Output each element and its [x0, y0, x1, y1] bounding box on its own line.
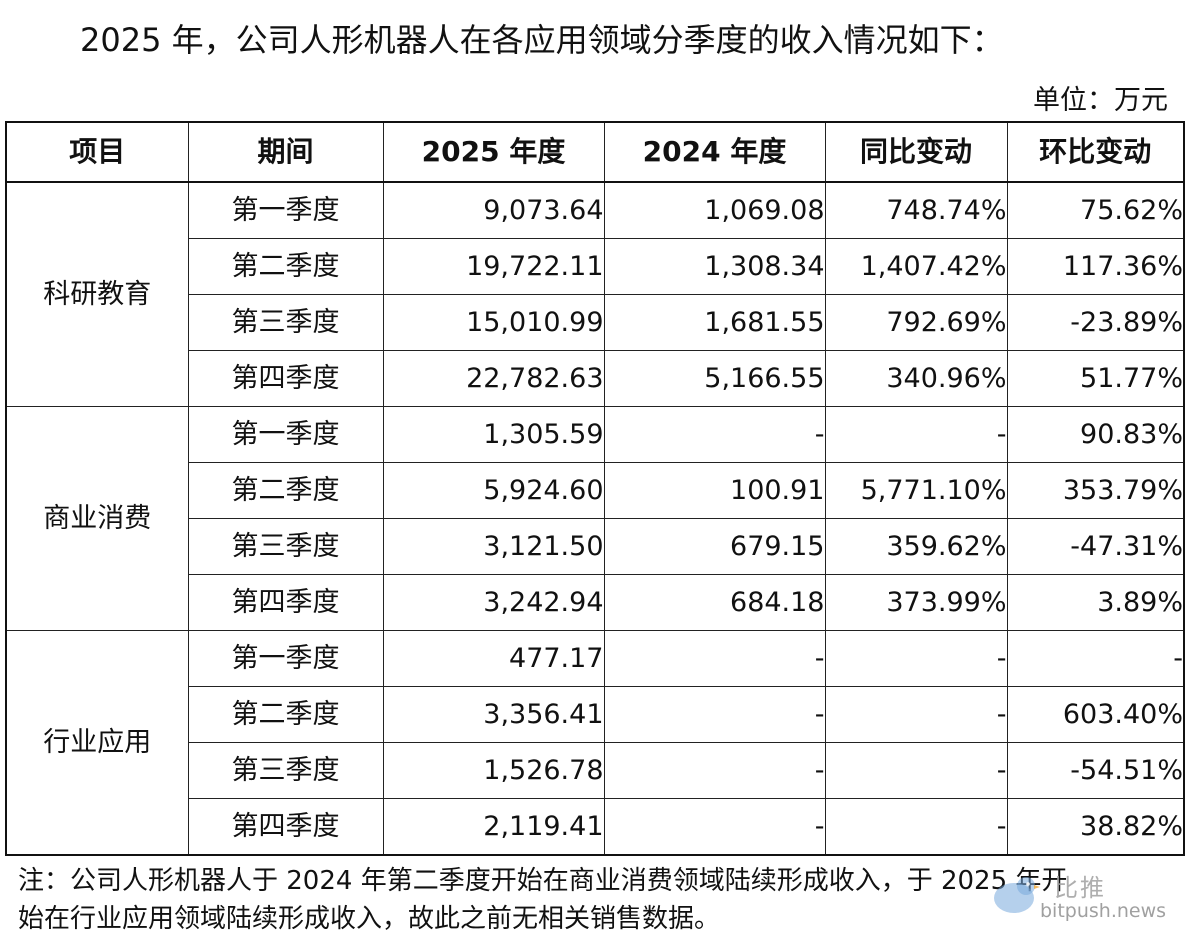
revenue-2024-cell: - — [603, 686, 826, 743]
period-cell: 第二季度 — [187, 462, 384, 519]
table-row: 第四季度 3,242.94 684.18 373.99% 3.89% — [6, 574, 1185, 631]
table-row: 商业消费 第一季度 1,305.59- -90.83% — [5, 406, 1185, 631]
qoq-change-cell: 75.62% — [1006, 181, 1185, 239]
revenue-2025-cell: 15,010.99 — [382, 294, 605, 351]
revenue-2025-cell: 19,722.11 — [382, 238, 605, 295]
period-cell: 第四季度 — [187, 574, 384, 631]
table-row: 第四季度 22,782.63 5,166.55 340.96% 51.77% — [6, 350, 1185, 407]
revenue-2024-cell: 679.15 — [603, 518, 826, 575]
table-row: 第二季度 3,356.41- -603.40% — [6, 686, 1185, 743]
table-row: 第三季度 1,526.78- - -54.51% — [6, 742, 1185, 799]
table-row: 第三季度 3,121.50 679.15 359.62% -47.31% — [6, 518, 1185, 575]
footnote-line-2: 始在行业应用领域陆续形成收入，故此之前无相关销售数据。 — [18, 904, 721, 934]
table-body: 科研教育 第一季度 9,073.64 1,069.08 748.74% 75.62% 第二季… — [5, 181, 1185, 856]
category-cell: 商业消费 — [5, 406, 189, 631]
period-cell: 第二季度 — [187, 238, 384, 295]
footnote: 注：公司人形机器人于 2024 年第二季度开始在商业消费领域陆续形成收入，于 2… — [18, 862, 1178, 938]
yoy-change-cell: 340.96% — [824, 350, 1008, 407]
yoy-change-cell: 748.74% — [824, 181, 1008, 239]
table-row: 科研教育 第一季度 9,073.64 1,069.08 748.74% 75.62% — [5, 181, 1185, 407]
revenue-2024-cell: 1,681.55 — [603, 294, 826, 351]
period-cell: 第三季度 — [187, 742, 384, 799]
revenue-2025-cell: 22,782.63 — [382, 350, 605, 407]
revenue-2025-cell: 3,121.50 — [382, 518, 605, 575]
yoy-change-cell: - — [824, 686, 1008, 743]
period-cell: 第一季度 — [187, 630, 384, 687]
watermark-brand: 比推 — [1054, 874, 1106, 902]
column-header-period: 期间 — [187, 121, 384, 183]
yoy-change-cell: - — [824, 406, 1008, 463]
revenue-2024-cell: - — [603, 406, 826, 463]
yoy-change-cell: 373.99% — [824, 574, 1008, 631]
revenue-2025-cell: 2,119.41 — [382, 798, 605, 856]
revenue-table: 项目 期间 2025 年度 2024 年度 同比变动 环比变动 科研教育 第一季度… — [5, 121, 1185, 856]
period-cell: 第一季度 — [187, 181, 384, 239]
period-cell: 第二季度 — [187, 686, 384, 743]
revenue-2024-cell: 5,166.55 — [603, 350, 826, 407]
qoq-change-cell: 90.83% — [1006, 406, 1185, 463]
yoy-change-cell: - — [824, 630, 1008, 687]
period-cell: 第四季度 — [187, 350, 384, 407]
yoy-change-cell: 792.69% — [824, 294, 1008, 351]
table-row: 第二季度 5,924.60 100.91 5,771.10% 353.79% — [6, 462, 1185, 519]
yoy-change-cell: 1,407.42% — [824, 238, 1008, 295]
qoq-change-cell: 51.77% — [1006, 350, 1185, 407]
document-heading: 2025 年，公司人形机器人在各应用领域分季度的收入情况如下： — [80, 21, 1004, 59]
revenue-2024-cell: - — [603, 630, 826, 687]
qoq-change-cell: 38.82% — [1006, 798, 1185, 856]
column-header-qoq: 环比变动 — [1006, 121, 1185, 183]
qoq-change-cell: -54.51% — [1006, 742, 1185, 799]
yoy-change-cell: - — [824, 742, 1008, 799]
column-header-item: 项目 — [5, 121, 189, 183]
table-row: 第三季度 15,010.99 1,681.55 792.69% -23.89% — [6, 294, 1185, 351]
yoy-change-cell: - — [824, 798, 1008, 856]
footnote-line-1: 注：公司人形机器人于 2024 年第二季度开始在商业消费领域陆续形成收入，于 2… — [18, 866, 1068, 896]
qoq-change-cell: -23.89% — [1006, 294, 1185, 351]
qoq-change-cell: 353.79% — [1006, 462, 1185, 519]
revenue-2024-cell: 1,069.08 — [603, 181, 826, 239]
revenue-2024-cell: - — [603, 798, 826, 856]
revenue-2025-cell: 9,073.64 — [382, 181, 605, 239]
yoy-change-cell: 5,771.10% — [824, 462, 1008, 519]
qoq-change-cell: -47.31% — [1006, 518, 1185, 575]
period-cell: 第三季度 — [187, 518, 384, 575]
revenue-2024-cell: 684.18 — [603, 574, 826, 631]
category-cell: 行业应用 — [5, 630, 189, 856]
table-row: 行业应用 第一季度 477.17- - - — [5, 630, 1185, 856]
table-row: 第四季度 2,119.41- -38.82% — [6, 798, 1185, 856]
revenue-2025-cell: 477.17 — [382, 630, 605, 687]
period-cell: 第一季度 — [187, 406, 384, 463]
revenue-2025-cell: 3,356.41 — [382, 686, 605, 743]
category-cell: 科研教育 — [5, 181, 189, 407]
revenue-2024-cell: 100.91 — [603, 462, 826, 519]
qoq-change-cell: 3.89% — [1006, 574, 1185, 631]
revenue-2025-cell: 3,242.94 — [382, 574, 605, 631]
yoy-change-cell: 359.62% — [824, 518, 1008, 575]
period-cell: 第四季度 — [187, 798, 384, 856]
revenue-2025-cell: 1,526.78 — [382, 742, 605, 799]
column-header-2024: 2024 年度 — [603, 121, 826, 183]
bird-logo-icon — [994, 877, 1040, 913]
watermark-url: bitpush.news — [1040, 900, 1167, 922]
column-header-2025: 2025 年度 — [382, 121, 605, 183]
revenue-2024-cell: 1,308.34 — [603, 238, 826, 295]
revenue-2025-cell: 5,924.60 — [382, 462, 605, 519]
revenue-2025-cell: 1,305.59 — [382, 406, 605, 463]
unit-label: 单位：万元 — [1033, 85, 1168, 116]
table-header-row: 项目 期间 2025 年度 2024 年度 同比变动 环比变动 — [5, 121, 1185, 183]
qoq-change-cell: - — [1006, 630, 1185, 687]
column-header-yoy: 同比变动 — [824, 121, 1008, 183]
revenue-2024-cell: - — [603, 742, 826, 799]
qoq-change-cell: 117.36% — [1006, 238, 1185, 295]
qoq-change-cell: 603.40% — [1006, 686, 1185, 743]
period-cell: 第三季度 — [187, 294, 384, 351]
watermark: 比推 bitpush.news — [990, 868, 1185, 928]
